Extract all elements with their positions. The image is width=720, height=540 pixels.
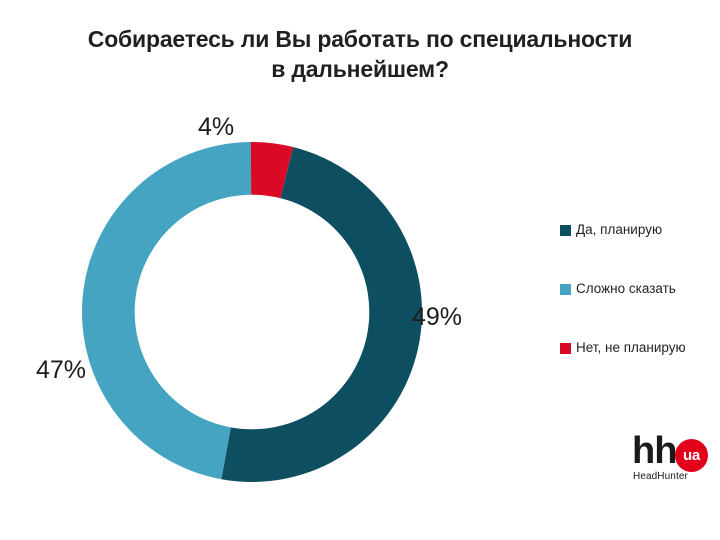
legend-swatch-icon xyxy=(560,224,571,236)
chart-title-line-2: в дальнейшем? xyxy=(271,56,449,83)
legend-label: Сложно сказать xyxy=(576,281,676,297)
donut-slice-da-planiruyu[interactable] xyxy=(221,147,422,482)
donut-slice-slozhno-skazat[interactable] xyxy=(82,142,252,480)
legend-label: Да, планирую xyxy=(576,222,663,238)
hh-ua-logo: hh ua HeadHunter xyxy=(632,432,716,484)
data-label-47: 47% xyxy=(36,356,87,384)
chart-title-line-1: Собираетесь ли Вы работать по специально… xyxy=(87,26,633,52)
legend-label: Нет, не планирую xyxy=(576,340,686,356)
donut-chart xyxy=(82,142,422,482)
legend: Да, планирую Сложно сказать Нет, не план… xyxy=(560,222,712,356)
data-label-4: 4% xyxy=(198,113,235,141)
logo-badge-text: ua xyxy=(683,447,700,464)
logo-badge-circle-icon: ua xyxy=(675,439,708,472)
data-label-49: 49% xyxy=(412,303,463,331)
logo-tagline: HeadHunter xyxy=(633,471,688,482)
logo-wordmark: hh xyxy=(632,430,677,472)
legend-swatch-icon xyxy=(560,342,571,354)
legend-item-da-planiruyu[interactable]: Да, планирую xyxy=(560,222,712,238)
donut-svg xyxy=(82,142,422,482)
chart-title: Собираетесь ли Вы работать по специально… xyxy=(40,24,680,85)
legend-swatch-icon xyxy=(560,283,571,295)
donut-slice-net-ne-planiruyu[interactable] xyxy=(250,142,294,199)
legend-item-slozhno-skazat[interactable]: Сложно сказать xyxy=(560,281,712,297)
legend-item-net-ne-planiruyu[interactable]: Нет, не планирую xyxy=(560,340,712,356)
